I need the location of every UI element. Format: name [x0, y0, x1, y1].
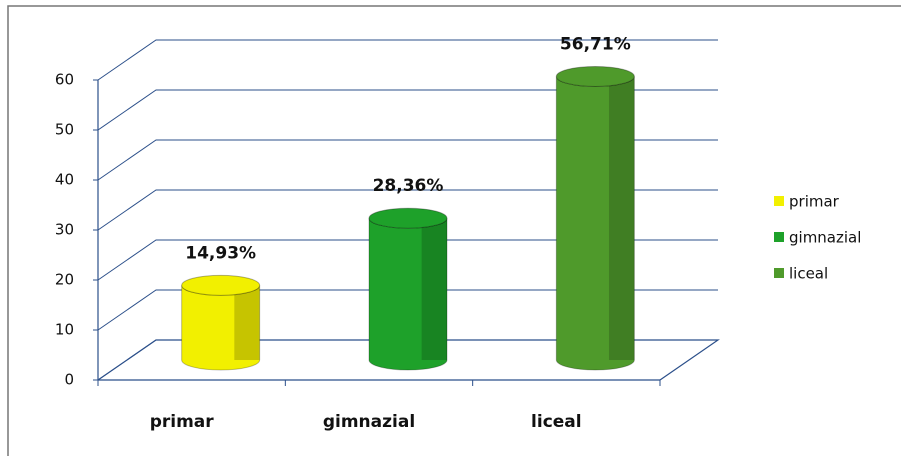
bar: [555, 76, 635, 371]
legend-label: liceal: [789, 265, 828, 283]
x-tick-label: primar: [150, 412, 215, 432]
value-label: 28,36%: [373, 176, 444, 196]
bar-shade: [421, 218, 447, 360]
value-label: 56,71%: [560, 34, 631, 54]
grid-line: [97, 239, 718, 281]
y-tick-label: 60: [55, 71, 74, 89]
y-tick-label: 10: [55, 321, 74, 339]
y-tick-label: 50: [55, 121, 74, 139]
grid-line: [97, 289, 718, 331]
legend-label: primar: [789, 193, 840, 211]
grid-line: [97, 39, 718, 81]
legend-swatch: [774, 232, 784, 242]
value-label: 14,93%: [185, 243, 256, 263]
legend-swatch: [774, 268, 784, 278]
grid-line: [97, 189, 718, 231]
x-tick-label: liceal: [531, 412, 582, 432]
grid-line: [97, 339, 718, 381]
bar-shade: [608, 76, 635, 360]
bar-top: [181, 274, 261, 296]
bar-top: [555, 65, 635, 87]
bar-top: [368, 207, 448, 229]
x-tick-label: gimnazial: [323, 412, 415, 432]
bar-shade: [234, 285, 260, 360]
legend-label: gimnazial: [789, 229, 861, 247]
grid-line: [97, 89, 718, 131]
y-tick-label: 30: [55, 221, 74, 239]
chart-frame: [7, 5, 901, 456]
grid-line: [97, 139, 718, 181]
legend-swatch: [774, 196, 784, 206]
y-tick-label: 0: [64, 371, 74, 389]
y-tick-label: 40: [55, 171, 74, 189]
y-tick-label: 20: [55, 271, 74, 289]
